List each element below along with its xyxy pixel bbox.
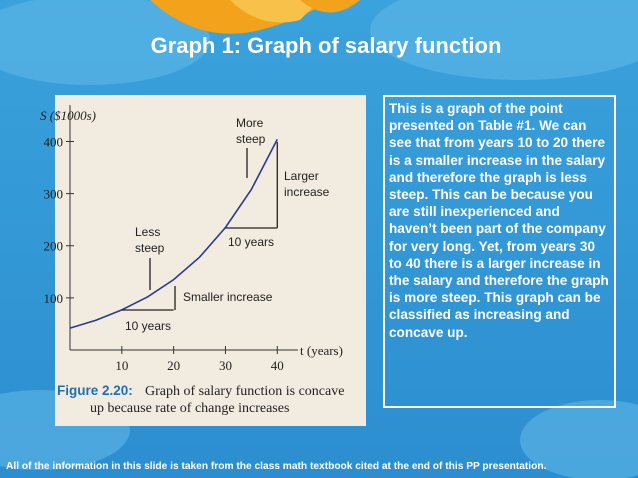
x-tick-label: 20 [167, 358, 180, 373]
annotation: Less [135, 225, 160, 239]
annotation: steep [135, 241, 165, 255]
orange-shapes [150, 0, 360, 34]
y-tick-label: 300 [44, 187, 64, 202]
y-tick-label: 200 [44, 239, 64, 254]
caption-label: Figure 2.20: [57, 383, 133, 398]
annotation: More [236, 116, 264, 130]
annotation: 10 years [228, 235, 274, 249]
y-tick-label: 100 [44, 291, 64, 306]
figure-background [55, 95, 366, 426]
annotation: Larger [284, 169, 319, 183]
annotation: Smaller increase [183, 290, 273, 304]
x-axis-label: t (years) [300, 343, 343, 358]
annotation: increase [284, 185, 330, 199]
y-tick-label: 400 [44, 134, 64, 149]
text-box: This is a graph of the point presented o… [383, 95, 616, 408]
caption: up because rate of change increases [90, 401, 289, 416]
footer: All of the information in this slide is … [6, 461, 547, 472]
annotation: 10 years [125, 319, 171, 333]
salary-curve [69, 139, 278, 329]
y-axis-label: S ($1000s) [40, 108, 96, 123]
caption: Graph of salary function is concave [145, 384, 344, 399]
x-tick-label: 10 [115, 358, 128, 373]
x-tick-label: 40 [271, 358, 284, 373]
x-tick-label: 30 [219, 358, 232, 373]
slide-title: Graph 1: Graph of salary function [151, 33, 502, 58]
annotation: steep [236, 132, 266, 146]
